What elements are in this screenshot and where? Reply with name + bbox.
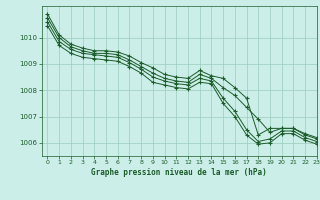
X-axis label: Graphe pression niveau de la mer (hPa): Graphe pression niveau de la mer (hPa) — [91, 168, 267, 177]
